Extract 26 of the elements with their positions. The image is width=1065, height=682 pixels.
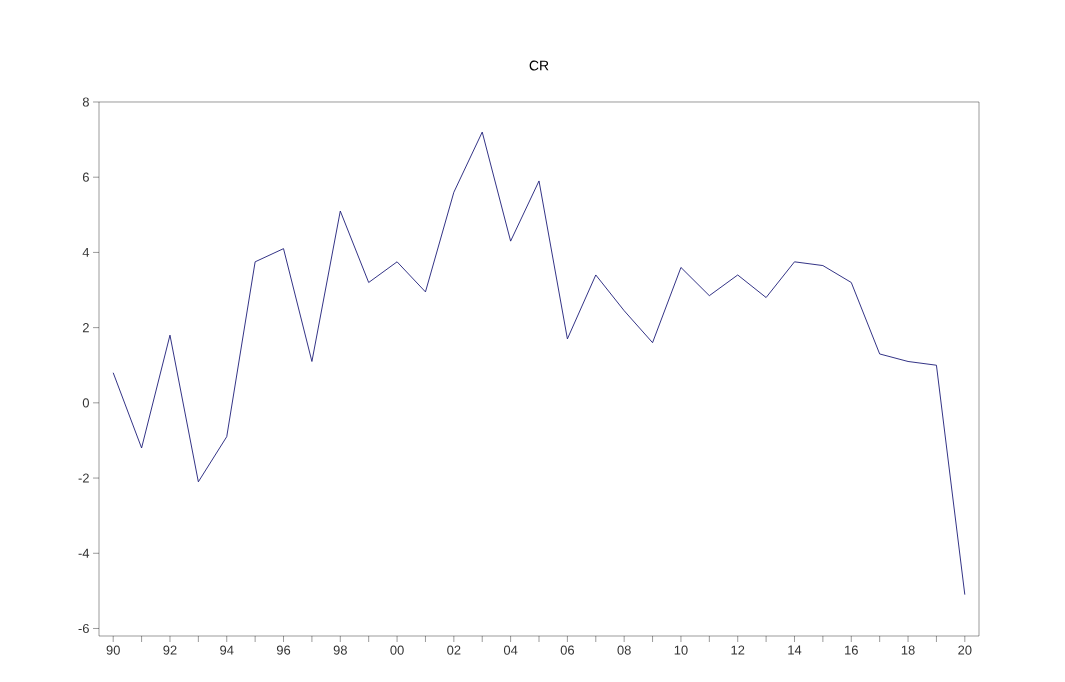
y-tick-label: 0 <box>82 398 89 408</box>
x-tick-label: 94 <box>220 645 234 655</box>
x-tick-label: 10 <box>674 645 688 655</box>
y-tick-label: 4 <box>82 247 90 257</box>
x-tick-label: 00 <box>390 645 404 655</box>
x-tick-label: 04 <box>503 645 518 655</box>
x-tick-label: 96 <box>276 645 291 655</box>
y-tick-label: 8 <box>82 97 89 107</box>
x-tick-label: 06 <box>560 645 575 655</box>
x-tick-label: 02 <box>447 645 461 655</box>
line-series <box>112 131 966 596</box>
x-tick-label: 20 <box>958 645 972 655</box>
x-tick-label: 98 <box>333 645 347 655</box>
x-tick-label: 92 <box>163 645 177 655</box>
chart-title: CR <box>529 60 549 71</box>
y-tick-label: -6 <box>78 623 89 634</box>
x-tick-label: 90 <box>106 645 120 655</box>
y-tick-label: -4 <box>78 548 90 558</box>
y-tick-label: 2 <box>82 323 89 333</box>
y-tick-label: -2 <box>78 473 89 483</box>
x-tick-label: 08 <box>617 645 631 655</box>
y-tick-label: 6 <box>82 172 89 182</box>
x-tick-label: 14 <box>788 645 802 655</box>
x-tick-label: 18 <box>901 645 915 655</box>
x-tick-label: 16 <box>845 645 858 655</box>
x-tick-label: 12 <box>731 645 745 655</box>
